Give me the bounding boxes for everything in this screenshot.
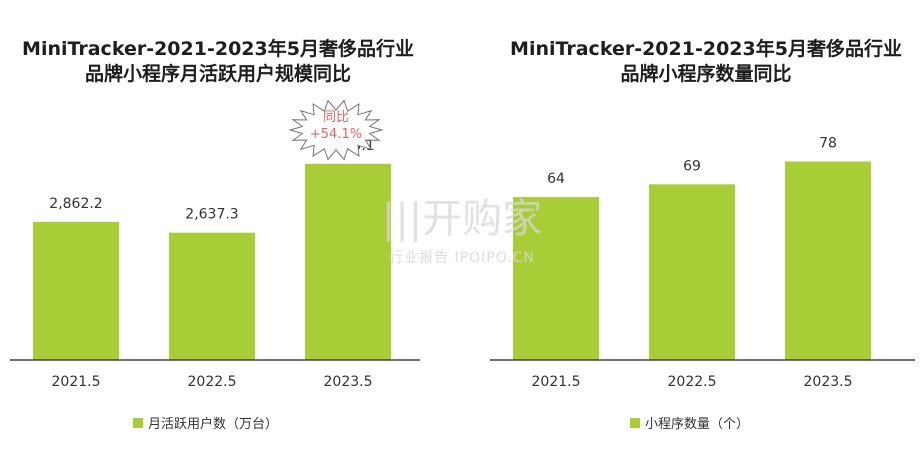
bar-value-label: 69 bbox=[683, 158, 701, 174]
burst-label-line-2: +54.1% bbox=[310, 127, 362, 142]
chart-title-line-1: MiniTracker-2021-2023年5月奢侈品行业 bbox=[510, 37, 902, 60]
bar-2021.5 bbox=[33, 221, 119, 360]
watermark-caption: 行业报告 IPOIPO.CN bbox=[389, 250, 535, 266]
bar-2022.5 bbox=[169, 232, 255, 360]
burst-shape bbox=[288, 99, 384, 161]
x-tick-label: 2022.5 bbox=[668, 374, 717, 390]
chart-title-line-1: MiniTracker-2021-2023年5月奢侈品行业 bbox=[22, 37, 414, 60]
watermark: |||开购家 行业报告 IPOIPO.CN bbox=[382, 196, 542, 266]
bar-value-label: 64 bbox=[547, 171, 565, 187]
chart-right: MiniTracker-2021-2023年5月奢侈品行业 品牌小程序数量同比 … bbox=[490, 37, 915, 432]
bars-group: 2,862.22,637.34,065.1 bbox=[33, 138, 391, 360]
bar-value-label: 78 bbox=[819, 135, 837, 151]
legend-swatch bbox=[133, 418, 143, 428]
legend: 月活跃用户数（万台） bbox=[133, 416, 278, 432]
bar-2022.5 bbox=[649, 184, 735, 360]
bar-value-label: 2,862.2 bbox=[49, 196, 102, 212]
x-tick-label: 2023.5 bbox=[804, 374, 853, 390]
bar-2023.5 bbox=[785, 161, 871, 360]
yoy-burst-annotation: 同比 +54.1% bbox=[288, 99, 384, 161]
watermark-logo: |||开购家 bbox=[382, 196, 542, 242]
x-tick-label: 2022.5 bbox=[188, 374, 237, 390]
x-tick-label: 2023.5 bbox=[324, 374, 373, 390]
x-tick-label: 2021.5 bbox=[532, 374, 581, 390]
chart-title-line-2: 品牌小程序数量同比 bbox=[620, 62, 791, 85]
x-tick-label: 2021.5 bbox=[52, 374, 101, 390]
bars-group: 64 69 78 bbox=[513, 135, 871, 360]
x-tick-labels: 2021.5 2022.5 2023.5 bbox=[52, 374, 373, 390]
legend-swatch bbox=[630, 418, 640, 428]
legend: 小程序数量（个） bbox=[630, 417, 749, 432]
bar-2023.5 bbox=[305, 163, 391, 360]
legend-label: 小程序数量（个） bbox=[645, 417, 749, 432]
x-tick-labels: 2021.5 2022.5 2023.5 bbox=[532, 374, 853, 390]
bar-2021.5 bbox=[513, 197, 599, 360]
chart-title-line-2: 品牌小程序月活跃用户规模同比 bbox=[85, 62, 351, 85]
chart-left: MiniTracker-2021-2023年5月奢侈品行业 品牌小程序月活跃用户… bbox=[10, 37, 420, 432]
burst-label-line-1: 同比 bbox=[323, 110, 349, 125]
legend-label: 月活跃用户数（万台） bbox=[148, 416, 278, 432]
bar-value-label: 2,637.3 bbox=[185, 207, 238, 223]
